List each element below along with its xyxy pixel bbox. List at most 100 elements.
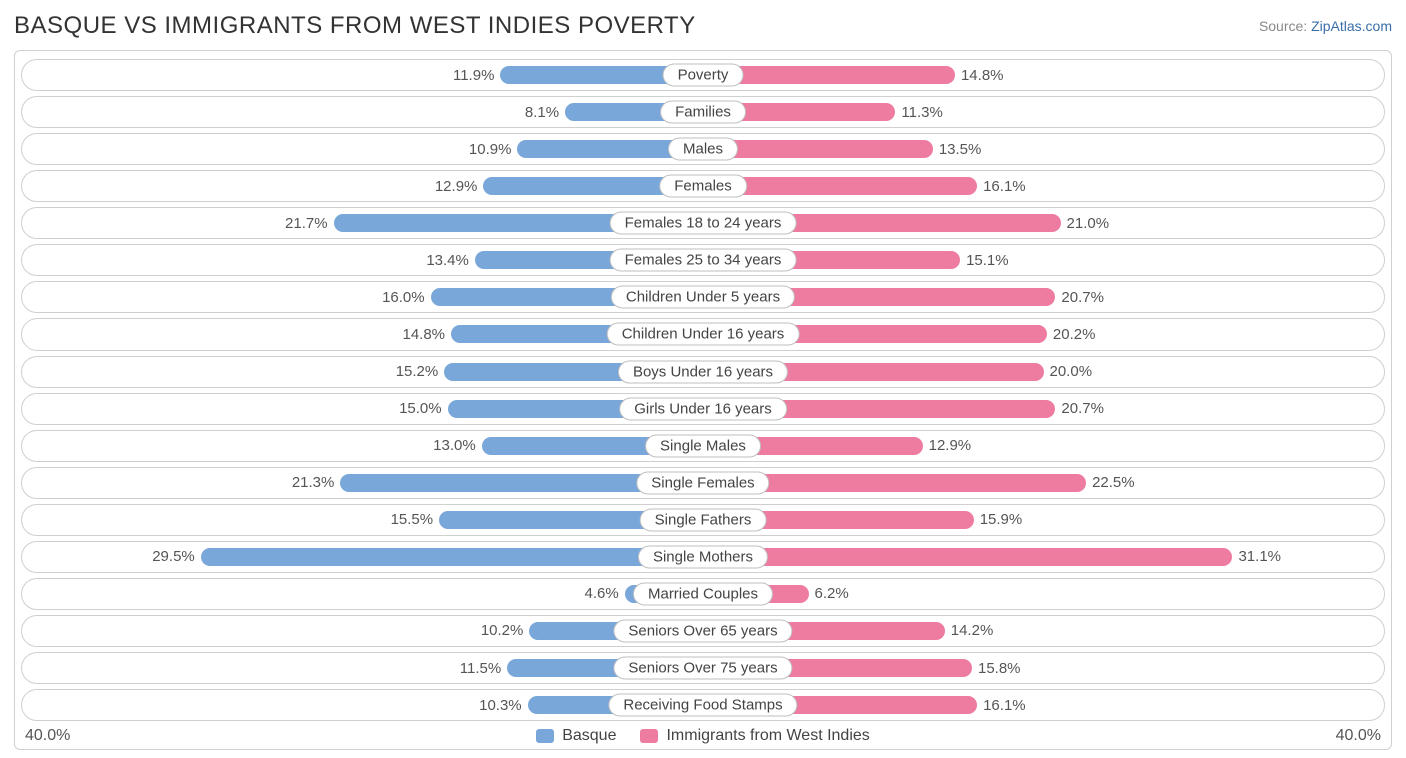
value-label-right: 13.5% — [933, 141, 982, 158]
value-label-right: 21.0% — [1061, 215, 1110, 232]
value-label-right: 15.9% — [974, 511, 1023, 528]
value-label-right: 20.7% — [1055, 400, 1104, 417]
row-left-half: 11.5% — [22, 653, 703, 683]
chart-area: 11.9%14.8%Poverty8.1%11.3%Families10.9%1… — [14, 50, 1392, 750]
legend: Basque Immigrants from West Indies — [536, 727, 870, 745]
chart-row: 15.2%20.0%Boys Under 16 years — [21, 356, 1385, 388]
bar-left — [201, 548, 703, 566]
row-right-half: 22.5% — [703, 468, 1384, 498]
value-label-right: 31.1% — [1232, 548, 1281, 565]
category-label: Females 25 to 34 years — [610, 249, 797, 272]
value-label-right: 20.0% — [1044, 363, 1093, 380]
row-left-half: 11.9% — [22, 60, 703, 90]
value-label-right: 20.7% — [1055, 289, 1104, 306]
value-label-left: 14.8% — [402, 326, 451, 343]
chart-row: 21.3% 22.5% Single Females — [21, 467, 1385, 499]
bar-right — [703, 548, 1232, 566]
row-left-half: 8.1% — [22, 97, 703, 127]
row-left-half: 10.2% — [22, 616, 703, 646]
source-label: Source: — [1259, 18, 1307, 34]
value-label-right: 22.5% — [1086, 474, 1135, 491]
chart-row: 11.5% 15.8% Seniors Over 75 years — [21, 652, 1385, 684]
value-label-right: 12.9% — [923, 437, 972, 454]
value-label-right: 20.2% — [1047, 326, 1096, 343]
row-left-half: 12.9% — [22, 171, 703, 201]
row-right-half: 13.5% — [703, 134, 1384, 164]
category-label: Children Under 16 years — [607, 323, 800, 346]
row-left-half: 21.7% — [22, 208, 703, 238]
value-label-right: 16.1% — [977, 178, 1026, 195]
value-label-left: 10.2% — [481, 622, 530, 639]
axis-right-max: 40.0% — [1336, 727, 1381, 745]
chart-title: BASQUE VS IMMIGRANTS FROM WEST INDIES PO… — [14, 12, 696, 40]
row-right-half: 20.7% — [703, 394, 1384, 424]
row-right-half: 20.2% — [703, 319, 1384, 349]
header: BASQUE VS IMMIGRANTS FROM WEST INDIES PO… — [14, 12, 1392, 40]
row-left-half: 4.6% — [22, 579, 703, 609]
chart-container: BASQUE VS IMMIGRANTS FROM WEST INDIES PO… — [0, 0, 1406, 758]
row-left-half: 15.5% — [22, 505, 703, 535]
legend-label-right: Immigrants from West Indies — [666, 727, 869, 745]
chart-footer: 40.0% Basque Immigrants from West Indies… — [21, 727, 1385, 745]
value-label-left: 15.2% — [396, 363, 445, 380]
chart-row: 11.9% 14.8%Poverty — [21, 59, 1385, 91]
value-label-left: 21.3% — [292, 474, 341, 491]
value-label-left: 15.5% — [391, 511, 440, 528]
category-label: Single Males — [645, 434, 761, 457]
row-right-half: 15.8% — [703, 653, 1384, 683]
value-label-left: 10.9% — [469, 141, 518, 158]
row-right-half: 16.1% — [703, 690, 1384, 720]
legend-label-left: Basque — [562, 727, 616, 745]
value-label-left: 10.3% — [479, 697, 528, 714]
category-label: Females — [659, 175, 747, 198]
value-label-left: 12.9% — [435, 178, 484, 195]
category-label: Poverty — [663, 64, 744, 87]
source-attribution: Source: ZipAtlas.com — [1259, 18, 1392, 34]
category-label: Receiving Food Stamps — [608, 694, 797, 717]
legend-item-right: Immigrants from West Indies — [640, 727, 869, 745]
chart-row: 10.9%13.5%Males — [21, 133, 1385, 165]
row-right-half: 15.9% — [703, 505, 1384, 535]
row-right-half: 11.3% — [703, 97, 1384, 127]
value-label-left: 13.4% — [426, 252, 475, 269]
row-right-half: 20.0% — [703, 357, 1384, 387]
row-right-half: 6.2% — [703, 579, 1384, 609]
value-label-left: 29.5% — [152, 548, 201, 565]
value-label-right: 15.1% — [960, 252, 1009, 269]
chart-row: 15.0%20.7%Girls Under 16 years — [21, 393, 1385, 425]
row-left-half: 10.9% — [22, 134, 703, 164]
category-label: Families — [660, 101, 746, 124]
chart-row: 12.9% 16.1% Females — [21, 170, 1385, 202]
value-label-left: 11.5% — [460, 660, 507, 677]
value-label-left: 16.0% — [382, 289, 431, 306]
row-left-half: 15.0% — [22, 394, 703, 424]
value-label-left: 8.1% — [525, 104, 565, 121]
chart-row: 8.1% 11.3%Families — [21, 96, 1385, 128]
chart-row: 29.5% 31.1% Single Mothers — [21, 541, 1385, 573]
row-left-half: 10.3% — [22, 690, 703, 720]
chart-row: 15.5%15.9%Single Fathers — [21, 504, 1385, 536]
row-right-half: 12.9% — [703, 431, 1384, 461]
category-label: Seniors Over 65 years — [613, 619, 792, 642]
row-right-half: 31.1% — [703, 542, 1384, 572]
category-label: Single Mothers — [638, 545, 768, 568]
row-left-half: 13.4% — [22, 245, 703, 275]
category-label: Children Under 5 years — [611, 286, 795, 309]
value-label-right: 16.1% — [977, 697, 1026, 714]
row-right-half: 16.1% — [703, 171, 1384, 201]
value-label-left: 11.9% — [453, 67, 500, 84]
row-left-half: 15.2% — [22, 357, 703, 387]
chart-row: 4.6%6.2%Married Couples — [21, 578, 1385, 610]
row-left-half: 16.0% — [22, 282, 703, 312]
row-left-half: 13.0% — [22, 431, 703, 461]
chart-row: 16.0% 20.7% Children Under 5 years — [21, 281, 1385, 313]
chart-row: 14.8% 20.2% Children Under 16 years — [21, 318, 1385, 350]
category-label: Seniors Over 75 years — [613, 657, 792, 680]
source-name: ZipAtlas.com — [1311, 18, 1392, 34]
value-label-right: 15.8% — [972, 660, 1021, 677]
chart-rows: 11.9%14.8%Poverty8.1%11.3%Families10.9%1… — [21, 59, 1385, 721]
row-right-half: 14.2% — [703, 616, 1384, 646]
value-label-left: 15.0% — [399, 400, 448, 417]
category-label: Single Females — [636, 471, 769, 494]
row-right-half: 14.8% — [703, 60, 1384, 90]
